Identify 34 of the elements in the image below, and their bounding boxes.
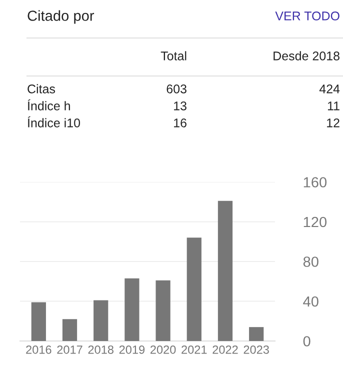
text: 13 (174, 102, 186, 110)
y-tick-label: 160 (304, 177, 327, 188)
text: Índice h (28, 99, 70, 110)
bar (249, 327, 264, 341)
x-tick-label: 2022 (212, 345, 238, 354)
text: VER TODO (275, 12, 340, 20)
text: 603 (166, 84, 186, 94)
text: Citas (28, 84, 56, 94)
x-tick-label: 2017 (57, 345, 82, 354)
x-tick-label: 2018 (88, 345, 114, 354)
bar (94, 300, 108, 341)
text: 16 (174, 118, 186, 128)
chart-title: Citado por (28, 10, 94, 24)
x-tick-label: 2023 (244, 345, 269, 354)
text: 424 (319, 84, 340, 94)
text: 11 (328, 102, 340, 110)
x-tick-label: 2021 (182, 345, 207, 354)
y-tick-label: 80 (303, 256, 318, 267)
x-tick-label: 2020 (150, 345, 176, 354)
y-tick-label: 40 (303, 296, 318, 307)
text: Índice i10 (28, 116, 80, 128)
text: Desde 2018 (274, 51, 340, 60)
y-tick-label: 120 (304, 216, 327, 228)
x-tick-label: 2019 (119, 345, 145, 354)
bar (186, 238, 202, 341)
text: 12 (327, 118, 340, 128)
y-tick-label: 0 (303, 336, 310, 346)
x-tick-label: 2016 (26, 345, 52, 354)
bar (31, 302, 46, 341)
bar (156, 280, 170, 341)
bar (218, 200, 233, 341)
text: Total (160, 51, 186, 60)
bar (62, 319, 78, 341)
bar (124, 278, 140, 341)
